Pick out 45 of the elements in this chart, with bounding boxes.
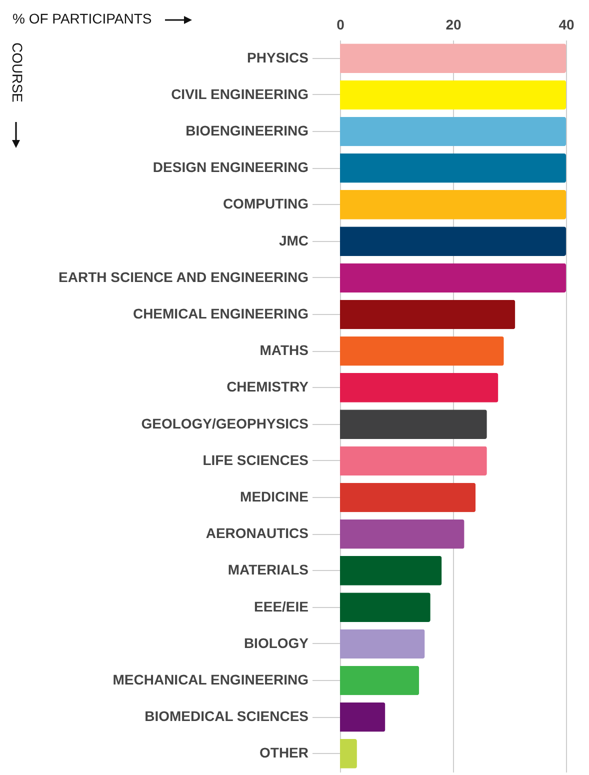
bar bbox=[340, 226, 566, 256]
bar bbox=[340, 373, 498, 402]
y-tick-label: BIOLOGY bbox=[244, 634, 310, 651]
x-tick-label: 40 bbox=[558, 16, 574, 32]
bar bbox=[340, 263, 566, 293]
y-tick-label: EEE/EIE bbox=[254, 598, 308, 614]
y-tick-label: OTHER bbox=[260, 744, 308, 761]
bar bbox=[340, 44, 566, 73]
y-tick-label: CHEMICAL ENGINEERING bbox=[132, 306, 309, 322]
y-tick-label: DESIGN ENGINEERING bbox=[152, 159, 309, 176]
y-tick-label: BIOENGINEERING bbox=[186, 122, 309, 138]
bar bbox=[340, 116, 566, 146]
x-axis-title: % OF PARTICIPANTS bbox=[12, 10, 152, 26]
bar bbox=[340, 80, 566, 110]
y-tick-label: CIVIL ENGINEERING bbox=[171, 86, 309, 102]
bar bbox=[340, 702, 386, 732]
y-tick-label: MECHANICAL ENGINEERING bbox=[112, 672, 309, 688]
bar bbox=[340, 739, 357, 768]
y-tick-label: AERONAUTICS bbox=[206, 525, 308, 542]
y-axis-title: COURSE bbox=[10, 42, 26, 102]
bar bbox=[340, 666, 420, 696]
x-tick-label: 0 bbox=[336, 16, 345, 32]
y-tick-label: GEOLOGY/GEOPHYSICS bbox=[141, 415, 308, 432]
bar bbox=[340, 190, 566, 220]
y-tick-label: MEDICINE bbox=[240, 488, 308, 504]
bar bbox=[340, 629, 425, 659]
y-tick-label: EARTH SCIENCE AND ENGINEERING bbox=[58, 268, 309, 285]
y-tick-label: LIFE SCIENCES bbox=[202, 452, 308, 468]
y-tick-label: JMC bbox=[278, 232, 308, 248]
bar bbox=[340, 410, 487, 439]
bar bbox=[340, 556, 442, 586]
bar bbox=[340, 153, 566, 183]
bar bbox=[340, 482, 476, 512]
y-tick-label: MATHS bbox=[260, 342, 308, 358]
y-tick-label: COMPUTING bbox=[222, 196, 309, 212]
y-tick-label: CHEMISTRY bbox=[226, 378, 310, 395]
bar bbox=[340, 336, 504, 366]
y-tick-label: PHYSICS bbox=[247, 49, 308, 66]
x-tick-label: 20 bbox=[446, 16, 462, 32]
bar bbox=[340, 300, 516, 330]
y-tick-label: BIOMEDICAL SCIENCES bbox=[144, 708, 308, 724]
y-tick-label: MATERIALS bbox=[228, 562, 308, 578]
bar bbox=[340, 592, 430, 622]
bar bbox=[340, 446, 487, 476]
bar bbox=[340, 519, 464, 549]
